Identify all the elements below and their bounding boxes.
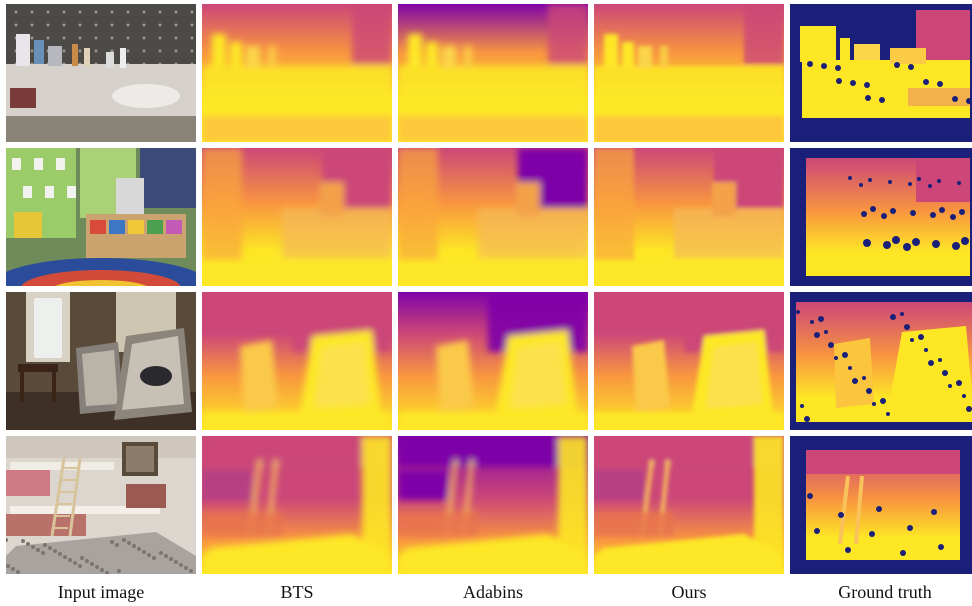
image-bedroom-bunk-bed-ours — [594, 436, 784, 574]
image-bathroom-sink-bts — [202, 4, 392, 142]
caption-bts: BTS — [280, 582, 314, 602]
image-classroom-shelves-bts — [202, 148, 392, 286]
image-classroom-shelves-adabins — [398, 148, 588, 286]
image-bathroom-sink-gt — [790, 4, 972, 142]
image-living-room-armchairs-ours — [594, 292, 784, 430]
image-bedroom-bunk-bed-adabins — [398, 436, 588, 574]
image-bathroom-sink-input — [6, 4, 196, 142]
image-living-room-armchairs-gt — [790, 292, 972, 430]
caption-adabins: Adabins — [463, 582, 523, 602]
image-bedroom-bunk-bed-input — [6, 436, 196, 574]
column-captions: Input image BTS Adabins Ours Ground trut… — [0, 580, 972, 606]
image-bedroom-bunk-bed-bts — [202, 436, 392, 574]
image-classroom-shelves-gt — [790, 148, 972, 286]
image-bathroom-sink-adabins — [398, 4, 588, 142]
image-classroom-shelves-input — [6, 148, 196, 286]
image-living-room-armchairs-bts — [202, 292, 392, 430]
caption-ours: Ours — [671, 582, 707, 602]
image-classroom-shelves-ours — [594, 148, 784, 286]
image-grid — [6, 4, 972, 576]
image-living-room-armchairs-adabins — [398, 292, 588, 430]
image-bathroom-sink-ours — [594, 4, 784, 142]
caption-ground-truth: Ground truth — [838, 582, 932, 602]
image-bedroom-bunk-bed-gt — [790, 436, 972, 574]
image-living-room-armchairs-input — [6, 292, 196, 430]
caption-input-image: Input image — [57, 582, 145, 602]
